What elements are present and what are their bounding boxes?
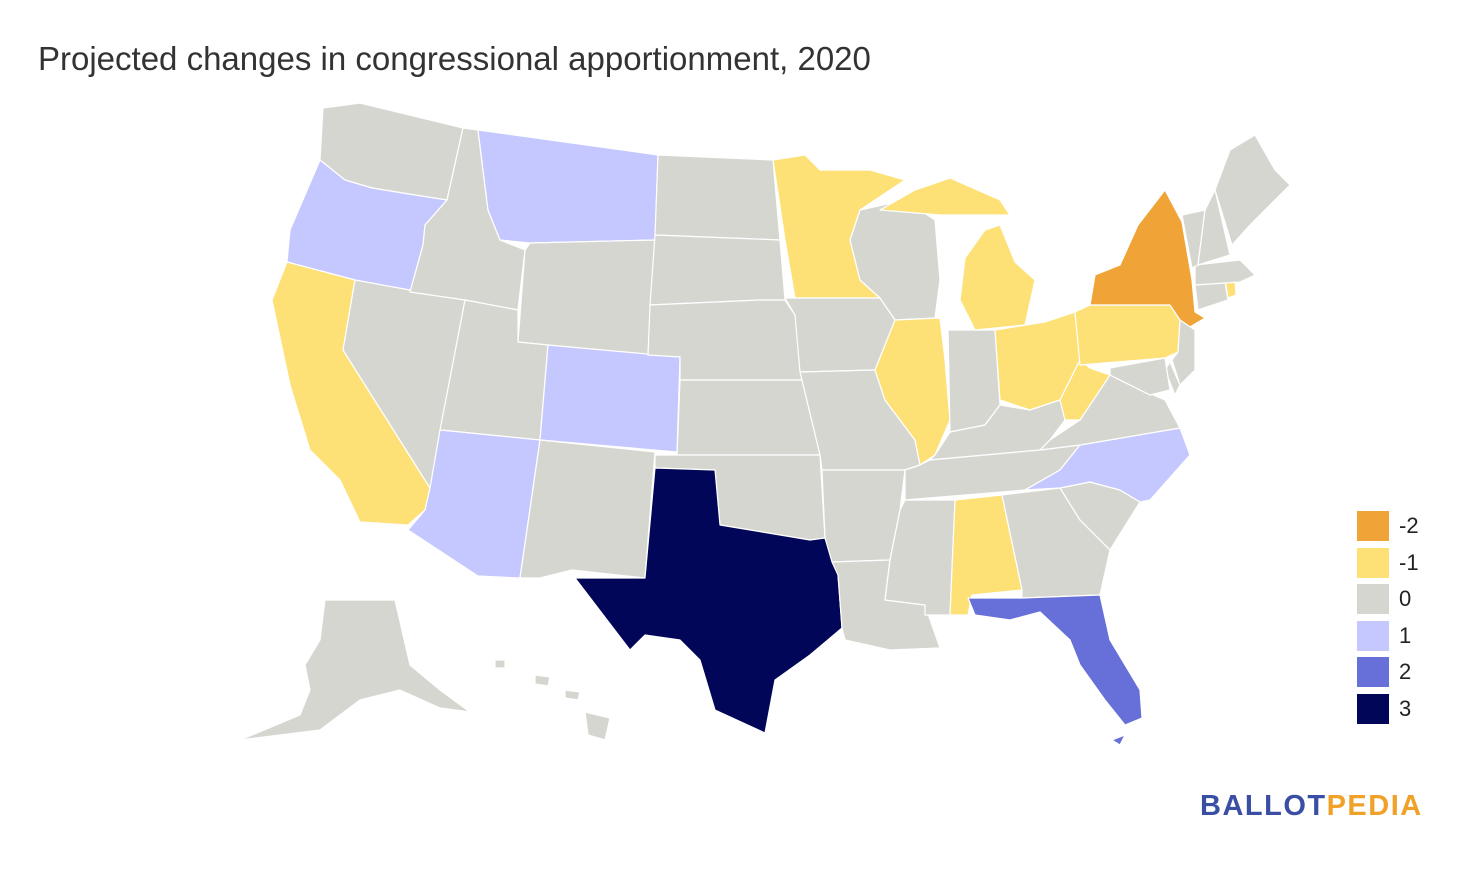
legend-label: -2 — [1399, 513, 1419, 539]
legend-item: 3 — [1357, 691, 1419, 728]
state-montana[interactable] — [477, 129, 659, 244]
ballotpedia-logo: BALLOTPEDIA — [1200, 790, 1423, 823]
state-north-dakota[interactable] — [654, 154, 781, 241]
legend-swatch — [1357, 547, 1389, 578]
state-colorado[interactable] — [539, 344, 681, 453]
legend-swatch — [1357, 657, 1389, 688]
state-florida[interactable] — [967, 594, 1143, 746]
legend-swatch — [1357, 693, 1389, 724]
logo-part-pedia: PEDIA — [1326, 790, 1423, 822]
state-massachusetts[interactable] — [1194, 259, 1256, 286]
legend-item: 0 — [1357, 581, 1419, 618]
state-wyoming[interactable] — [517, 239, 656, 356]
legend-swatch — [1357, 511, 1389, 542]
legend-swatch — [1357, 620, 1389, 651]
legend-label: 1 — [1399, 622, 1412, 648]
state-alaska[interactable] — [239, 599, 471, 741]
legend-label: 3 — [1399, 695, 1412, 721]
state-new-mexico[interactable] — [519, 439, 656, 579]
state-maryland[interactable] — [1109, 357, 1171, 396]
map-title: Projected changes in congressional appor… — [38, 40, 871, 77]
state-illinois[interactable] — [874, 317, 951, 466]
legend-swatch — [1357, 584, 1389, 615]
state-connecticut[interactable] — [1194, 281, 1229, 311]
logo-part-ballot: BALLOT — [1200, 790, 1327, 822]
state-hawaii[interactable] — [494, 659, 611, 741]
state-texas[interactable] — [574, 467, 843, 734]
state-new-hampshire[interactable] — [1197, 189, 1231, 266]
map-legend: -2 -1 0 1 2 3 — [1357, 508, 1419, 727]
legend-item: -1 — [1357, 545, 1419, 582]
state-kansas[interactable] — [676, 379, 821, 456]
state-south-dakota[interactable] — [649, 234, 786, 306]
state-michigan[interactable] — [879, 177, 1036, 331]
legend-label: -1 — [1399, 549, 1419, 575]
state-north-carolina[interactable] — [1024, 427, 1191, 503]
legend-label: 2 — [1399, 659, 1412, 685]
legend-item: 1 — [1357, 618, 1419, 655]
state-maine[interactable] — [1214, 134, 1291, 246]
legend-item: 2 — [1357, 654, 1419, 691]
legend-item: -2 — [1357, 508, 1419, 545]
legend-label: 0 — [1399, 586, 1412, 612]
state-pennsylvania[interactable] — [1074, 304, 1181, 366]
